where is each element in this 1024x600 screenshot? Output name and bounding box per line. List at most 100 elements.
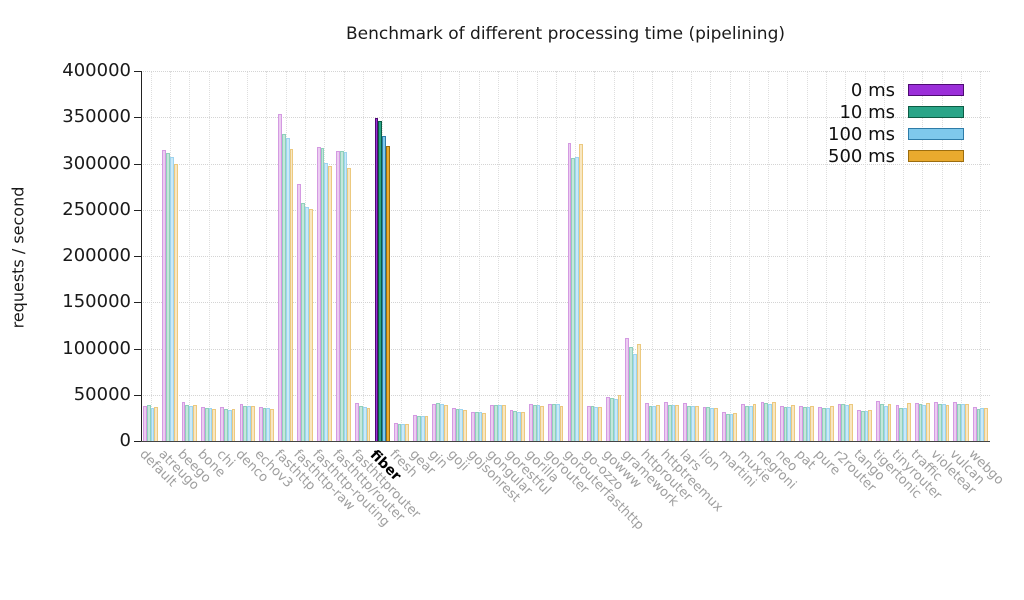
bar	[984, 407, 988, 441]
bar	[961, 404, 965, 441]
bar	[748, 406, 753, 441]
bar	[856, 410, 861, 441]
bar	[540, 405, 545, 441]
bar	[278, 114, 282, 441]
bar	[895, 404, 900, 441]
bar	[513, 411, 518, 441]
bar	[239, 404, 244, 441]
bar	[926, 403, 931, 441]
legend-row: 0 ms	[828, 79, 964, 101]
bar	[841, 403, 846, 441]
bar	[633, 354, 637, 441]
bar	[783, 406, 788, 441]
bar	[308, 208, 313, 441]
bar	[416, 415, 421, 441]
y-tick-mark	[134, 302, 141, 304]
bar	[721, 412, 726, 441]
bar	[725, 414, 730, 441]
bar	[359, 405, 363, 441]
bar	[336, 150, 340, 441]
legend-swatch	[908, 150, 964, 162]
bar	[405, 424, 410, 441]
y-tick-label: 350000	[62, 106, 131, 128]
bar	[837, 404, 842, 441]
bar	[957, 404, 962, 441]
bar	[494, 404, 498, 441]
y-tick-label: 400000	[62, 60, 131, 81]
bar	[451, 407, 456, 441]
bar	[906, 403, 911, 441]
bar	[694, 405, 699, 441]
bar	[432, 404, 437, 441]
y-tick-label: 0	[119, 430, 131, 451]
bar	[941, 403, 946, 441]
bar	[675, 404, 680, 441]
horizontal-gridline	[141, 71, 990, 72]
bar	[297, 183, 302, 441]
bar	[768, 404, 772, 441]
chart-title: Benchmark of different processing time (…	[346, 24, 785, 44]
bar	[281, 133, 286, 441]
bar	[918, 404, 923, 441]
bar	[667, 405, 672, 441]
horizontal-gridline	[141, 302, 990, 304]
bar	[629, 346, 634, 441]
bar	[162, 149, 167, 441]
legend-swatch	[908, 106, 964, 118]
bar	[636, 343, 641, 441]
y-tick-mark	[134, 71, 141, 72]
bar	[664, 402, 668, 441]
bar	[224, 408, 228, 441]
bar	[586, 406, 591, 441]
bar	[714, 407, 718, 441]
bar	[424, 416, 429, 441]
bar	[289, 148, 294, 441]
bar	[169, 157, 174, 441]
horizontal-gridline	[141, 256, 990, 257]
bar	[806, 407, 811, 441]
bar	[860, 411, 865, 441]
y-tick-mark	[134, 117, 141, 119]
bar	[791, 405, 795, 441]
bar	[220, 407, 225, 441]
bar	[937, 404, 942, 441]
bar	[339, 151, 344, 441]
bar	[810, 405, 815, 441]
bar	[532, 404, 537, 441]
bar	[883, 405, 888, 441]
bar	[752, 404, 757, 441]
bar	[204, 407, 209, 441]
bar	[193, 404, 197, 441]
bar	[250, 405, 255, 441]
bar	[590, 406, 595, 441]
bar	[648, 405, 653, 441]
bar	[420, 415, 425, 441]
bar	[594, 406, 599, 441]
bar	[143, 405, 147, 441]
y-tick-mark	[134, 348, 141, 350]
bar	[227, 409, 232, 441]
bar	[347, 168, 352, 441]
bar	[301, 203, 305, 441]
bar	[644, 403, 649, 441]
bar	[822, 408, 826, 441]
bar	[397, 423, 402, 441]
bar	[625, 338, 630, 441]
horizontal-gridline	[141, 163, 990, 165]
bar	[501, 405, 506, 441]
horizontal-gridline	[141, 394, 990, 396]
bar	[243, 405, 248, 441]
bar	[208, 407, 213, 441]
legend-row: 500 ms	[828, 145, 964, 167]
bar	[436, 403, 441, 441]
bar	[606, 396, 610, 441]
horizontal-gridline	[141, 209, 990, 211]
bar	[328, 166, 332, 441]
bar	[598, 406, 603, 441]
bar	[702, 406, 707, 441]
bar	[471, 412, 475, 441]
legend-label: 0 ms	[850, 79, 895, 101]
bar	[509, 410, 514, 441]
bar	[305, 206, 309, 441]
